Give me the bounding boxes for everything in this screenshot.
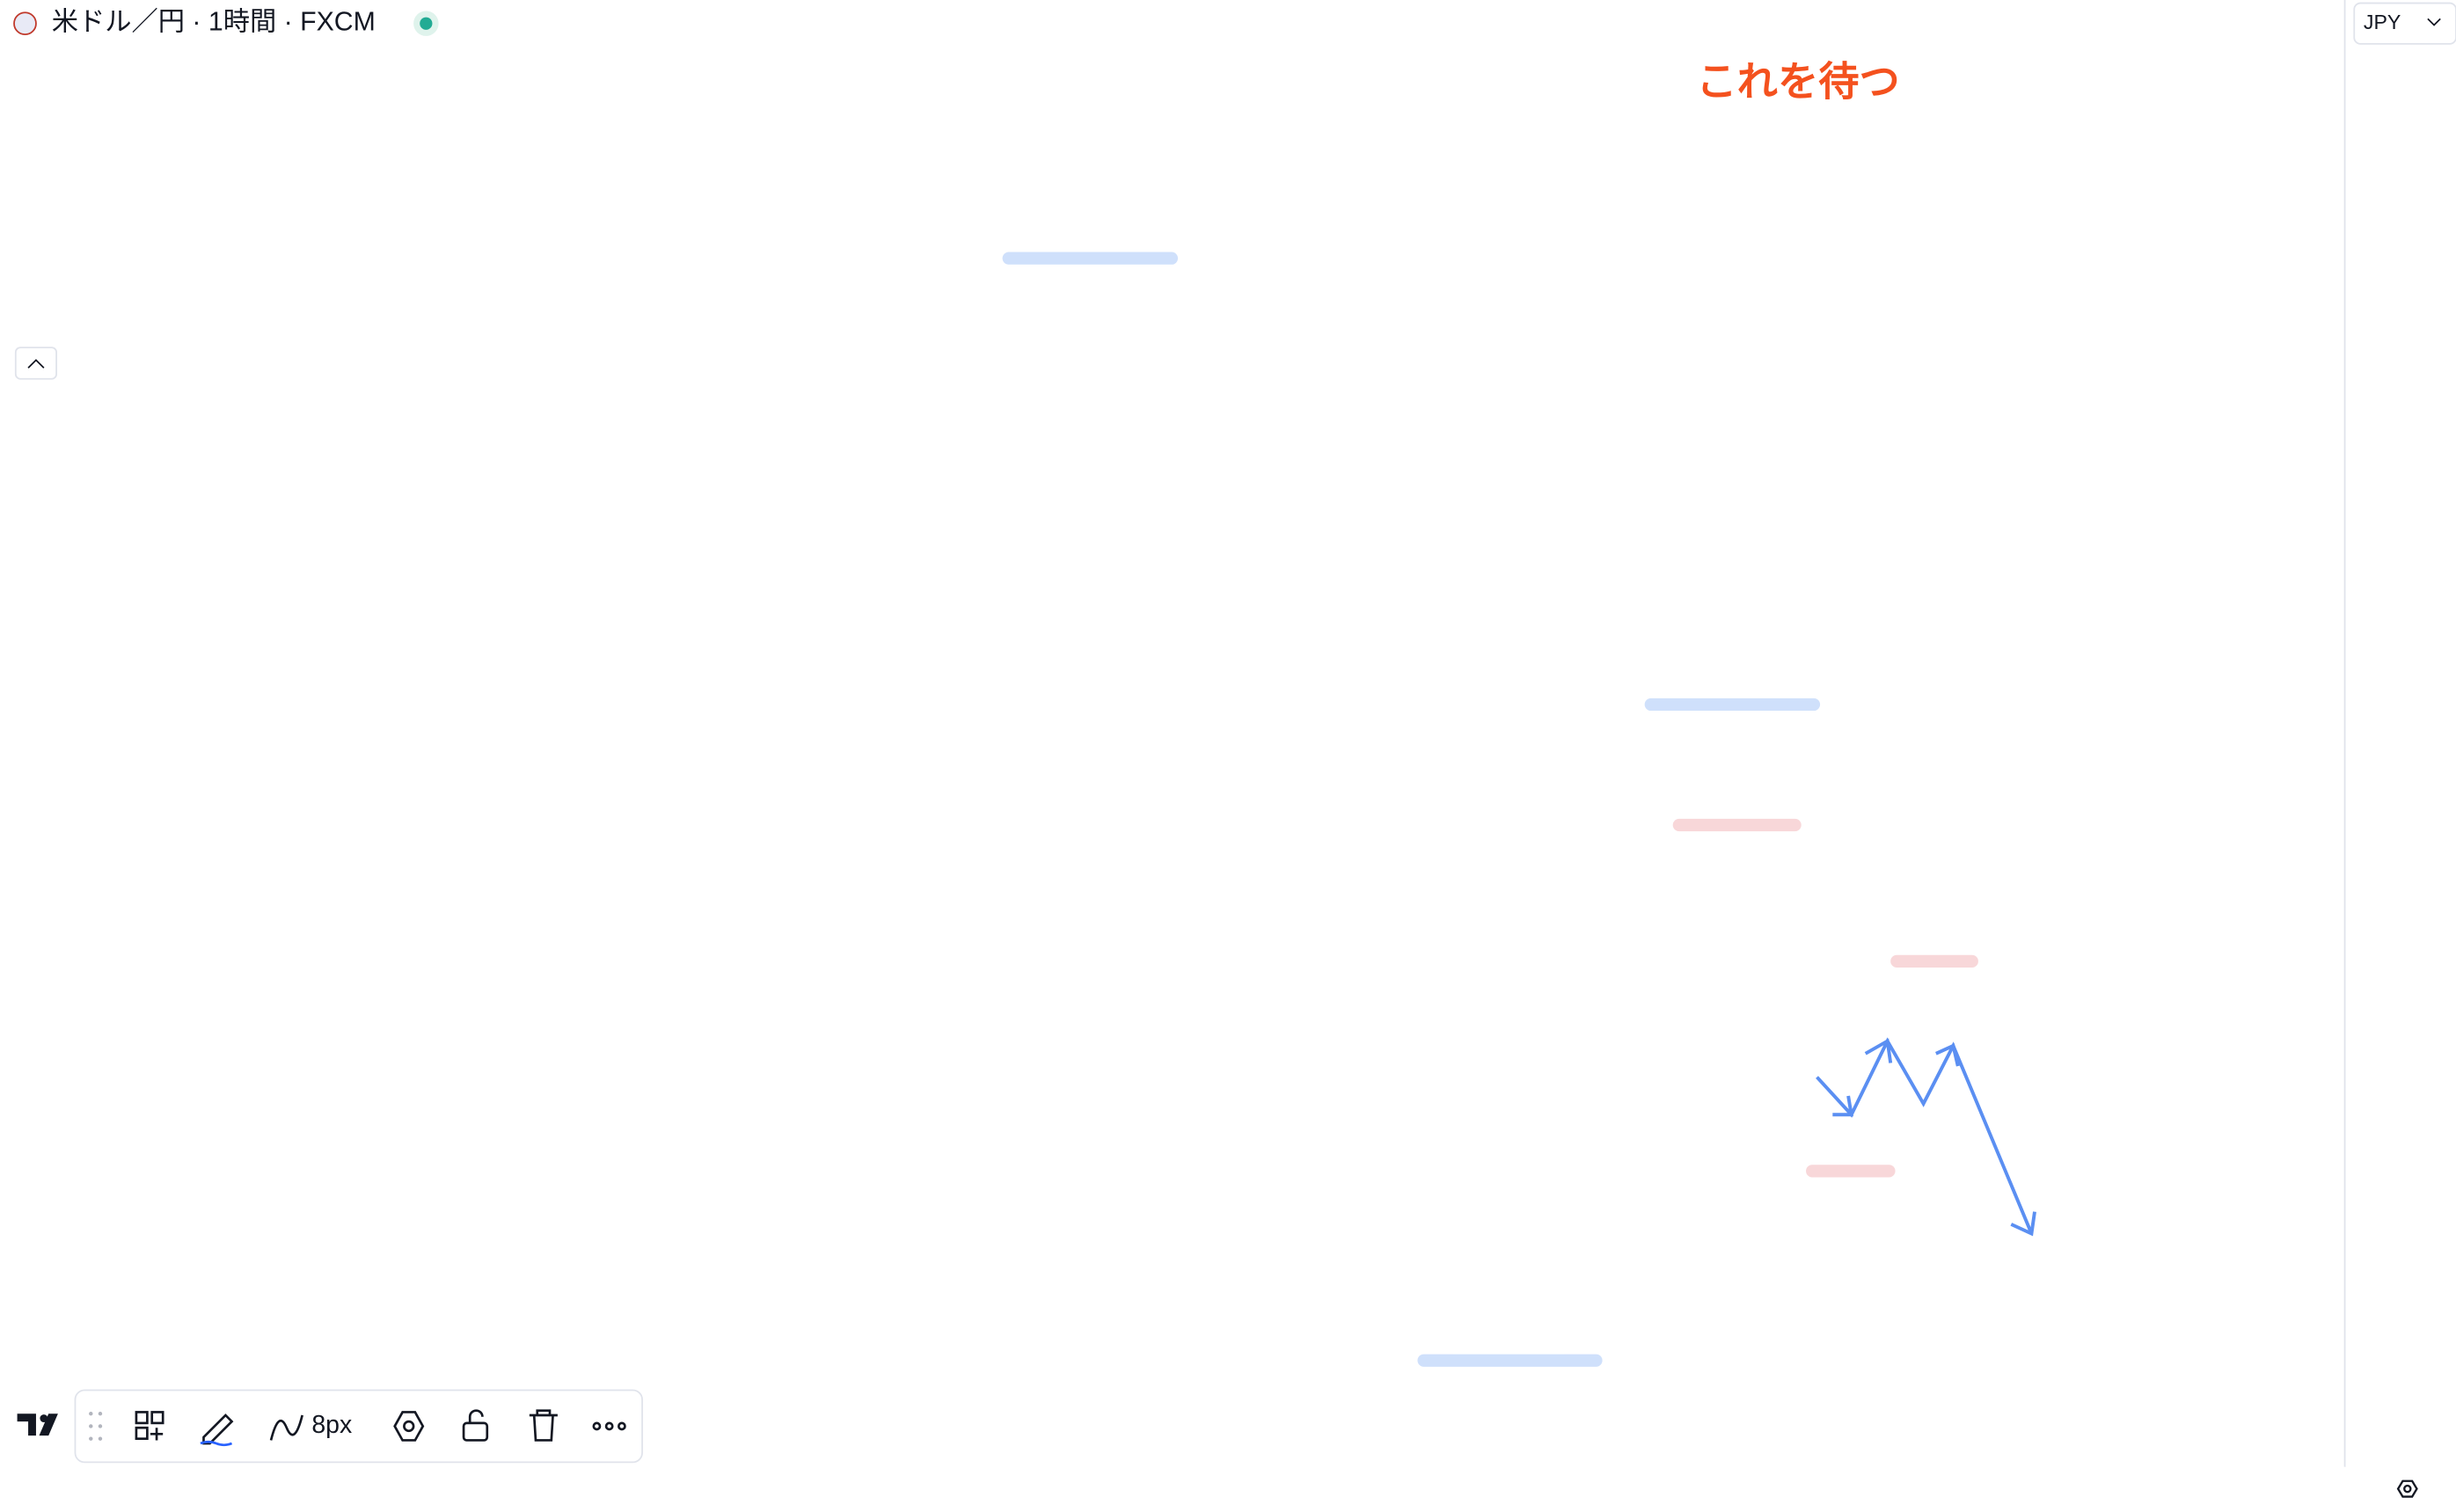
tool-settings[interactable] [393, 1411, 425, 1442]
currency-button[interactable] [2353, 2, 2456, 45]
status-dot [420, 17, 433, 30]
annotation: これを待つ [1696, 58, 1899, 104]
drawn-range[interactable] [1644, 698, 1821, 712]
drawing-toolbar [74, 1389, 643, 1464]
currency[interactable]: JPY [2364, 11, 2401, 33]
drawn-range[interactable] [1806, 1165, 1896, 1178]
tool-brush[interactable] [269, 1414, 303, 1441]
price-axis [2344, 0, 2456, 1508]
toolbar-icons [89, 1409, 626, 1447]
settings-icon[interactable] [2396, 1479, 2418, 1498]
collapse-button[interactable] [14, 347, 57, 380]
chevron [27, 359, 45, 369]
tool-more[interactable] [618, 1421, 626, 1431]
drawn-range[interactable] [1417, 1354, 1603, 1367]
tool-objects[interactable] [135, 1411, 149, 1425]
time-axis [0, 1466, 2345, 1508]
drawn-range[interactable] [1002, 252, 1179, 265]
flag-icon [13, 11, 37, 36]
chevron [2427, 18, 2441, 26]
tool-lock[interactable] [462, 1421, 489, 1442]
tool-delete[interactable] [529, 1409, 558, 1442]
brush-size[interactable]: 8px [311, 1411, 352, 1439]
forecast-arrow[interactable] [1816, 1037, 2036, 1237]
drawn-range[interactable] [1890, 954, 1978, 968]
symbol-title: 米ドル／円 · 1時間 · FXCM [52, 7, 376, 37]
tv-logo [17, 1413, 58, 1436]
drawn-range[interactable] [1672, 818, 1802, 832]
user-drawings [1002, 252, 1978, 1367]
